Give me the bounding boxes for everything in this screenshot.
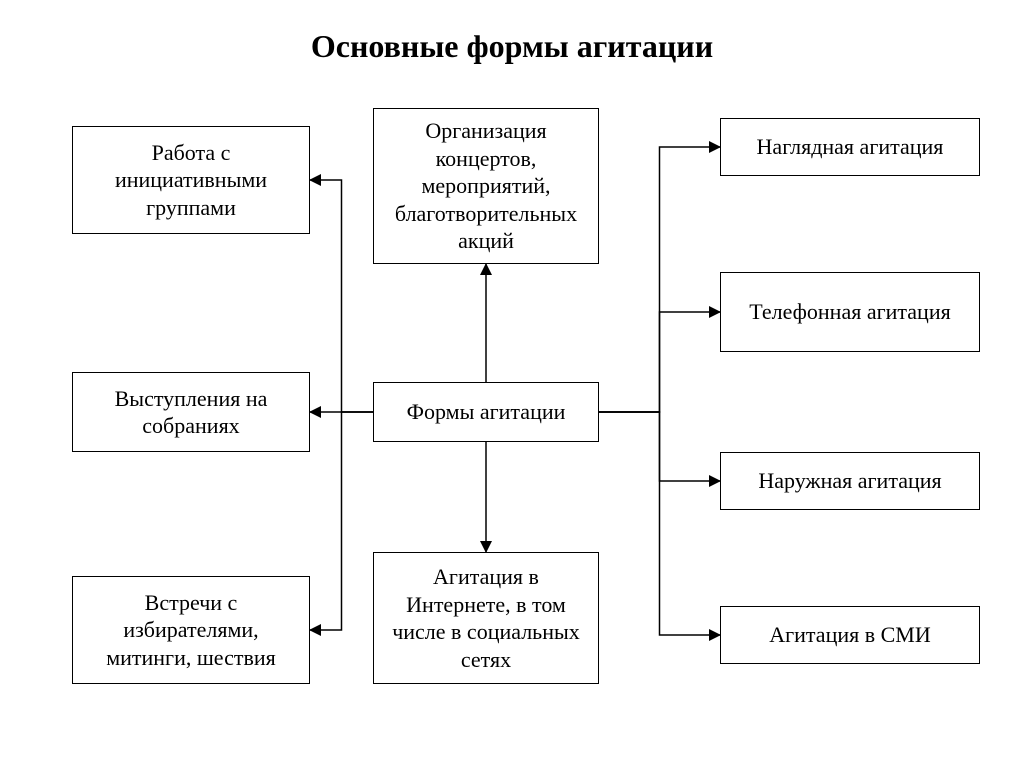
node-left3: Встречи с избирателями, митинги, шествия: [72, 576, 310, 684]
node-left2: Выступления на собраниях: [72, 372, 310, 452]
node-right2: Телефонная агитация: [720, 272, 980, 352]
node-top: Организация концертов, мероприятий, благ…: [373, 108, 599, 264]
node-left1: Работа с инициативными группами: [72, 126, 310, 234]
diagram-title: Основные формы агитации: [0, 28, 1024, 65]
node-center: Формы агитации: [373, 382, 599, 442]
node-bottom: Агитация в Интернете, в том числе в соци…: [373, 552, 599, 684]
node-right1: Наглядная агитация: [720, 118, 980, 176]
node-right3: Наружная агитация: [720, 452, 980, 510]
node-right4: Агитация в СМИ: [720, 606, 980, 664]
